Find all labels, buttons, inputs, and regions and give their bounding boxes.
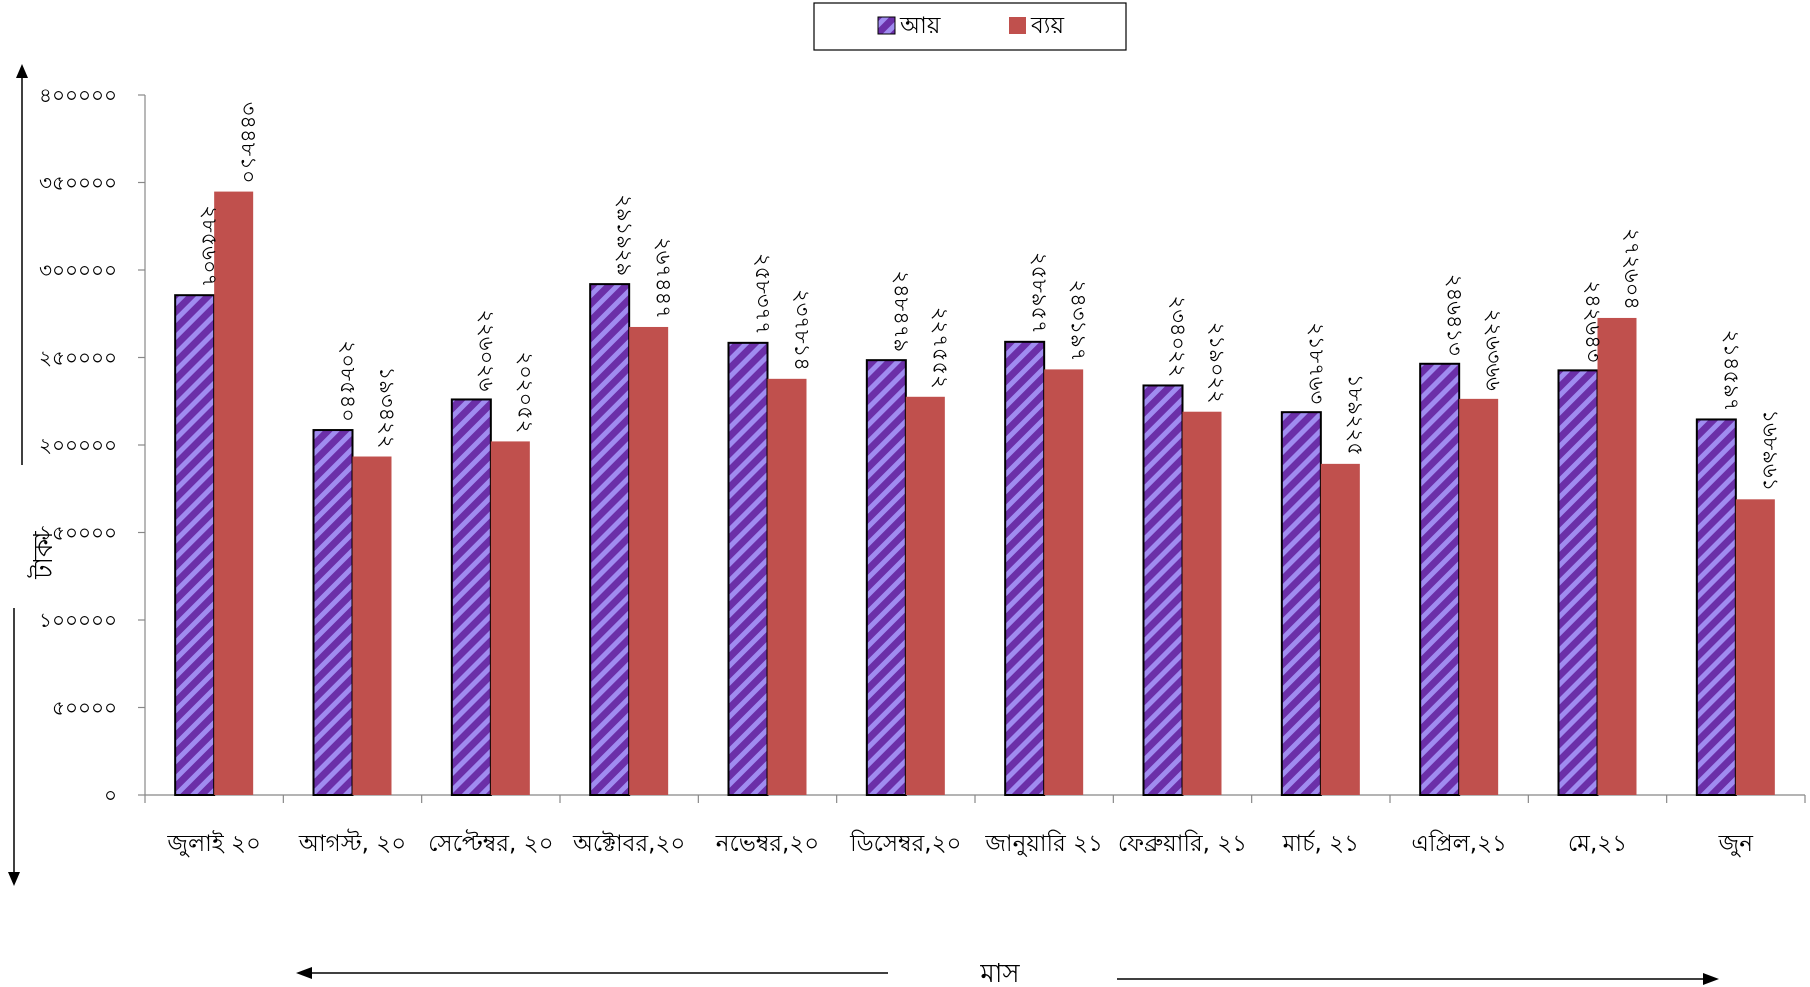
data-label-expense: ৩৪৪৮১০ bbox=[237, 102, 261, 184]
data-label-expense: ১৬৮৯৬১ bbox=[1758, 409, 1782, 491]
category-label: সেপ্টেম্বর, ২০ bbox=[428, 829, 553, 857]
bar-expense bbox=[1459, 398, 1499, 795]
bar-income bbox=[727, 341, 769, 796]
bar-expense bbox=[214, 191, 254, 795]
bar-expense bbox=[629, 326, 669, 795]
y-tick-label: ৪০০০০০ bbox=[39, 83, 117, 107]
data-label-expense: ২৩৭৮১৪ bbox=[790, 289, 814, 371]
category-label: আগস্ট, ২০ bbox=[298, 829, 406, 857]
y-axis-ticks: ০ ৫০০০০ ১০০০০০ ১৫০০০০ ২০০০০০ ২৫০০০০ ৩০০০০০ ৩৫০০… bbox=[39, 83, 145, 807]
bar-income bbox=[312, 429, 354, 796]
bar-income bbox=[1142, 384, 1184, 796]
data-label-income: ২২৬০২৬ bbox=[474, 310, 498, 392]
y-tick-label: ১৫০০০০ bbox=[39, 521, 117, 545]
bar-expense bbox=[1320, 463, 1360, 795]
legend-box bbox=[813, 2, 1127, 51]
data-label-income: ২৪৬৪১৩ bbox=[1443, 274, 1467, 356]
x-axis-arrowhead-right bbox=[1703, 973, 1719, 985]
data-label-income: ২৩৪০২২ bbox=[1166, 296, 1190, 378]
data-label-income: ২১৪৫৯৭ bbox=[1719, 330, 1743, 412]
bar-income bbox=[1419, 362, 1461, 796]
y-tick-label: ৩৫০০০০ bbox=[39, 171, 117, 195]
bar-expense bbox=[1182, 411, 1222, 795]
data-label-expense: ১৮৯২২৫ bbox=[1343, 374, 1367, 456]
category-label: মে,২১ bbox=[1568, 831, 1627, 857]
bar-expense bbox=[1735, 499, 1775, 795]
x-axis-arrowhead-left bbox=[296, 967, 312, 979]
x-axis-title-group: মাস bbox=[296, 959, 1719, 987]
data-label-expense: ২০২০৫২ bbox=[513, 352, 537, 434]
category-label: নভেম্বর,২০ bbox=[715, 831, 820, 857]
data-label-income: ২০৮৫৪০ bbox=[336, 340, 360, 422]
bar-expense bbox=[905, 396, 945, 795]
data-label-expense: ২২৬৩৬৬ bbox=[1482, 309, 1506, 391]
bar-expense bbox=[352, 456, 392, 795]
bar-expense bbox=[1044, 369, 1084, 795]
category-label: মার্চ, ২১ bbox=[1282, 829, 1359, 857]
data-label-expense: ২৪৩১৯৭ bbox=[1067, 280, 1091, 362]
y-tick-label: ২০০০০০ bbox=[39, 433, 117, 457]
y-tick-label: ৫০০০০ bbox=[52, 696, 117, 720]
category-label: এপ্রিল,২১ bbox=[1411, 830, 1507, 857]
data-label-income: ২৫৮৩৭৭ bbox=[751, 253, 775, 335]
bar-income bbox=[1695, 418, 1737, 796]
y-axis-arrowhead-up bbox=[16, 64, 28, 78]
y-tick-label: ২৫০০০০ bbox=[39, 346, 117, 370]
y-tick-label: ১০০০০০ bbox=[39, 608, 117, 632]
bar-expense bbox=[1597, 317, 1637, 795]
bar-income bbox=[450, 398, 492, 796]
data-label-income: ২৪৮৪৭৯ bbox=[889, 270, 913, 352]
y-axis-arrowhead-down bbox=[8, 872, 20, 886]
bar-income bbox=[174, 294, 216, 796]
category-label: জুন bbox=[1718, 831, 1755, 858]
bar-income bbox=[589, 283, 631, 796]
bar-income bbox=[1557, 369, 1599, 796]
data-label-income: ২৫৮৯৫৭ bbox=[1028, 252, 1052, 334]
data-label-expense: ২৬৭৪৪৭ bbox=[652, 237, 676, 319]
bar-income bbox=[1004, 340, 1046, 796]
bar-income bbox=[1280, 411, 1322, 796]
y-axis-title-group: টাকা bbox=[8, 64, 59, 886]
x-axis-ticks bbox=[144, 795, 1806, 803]
bar-expense bbox=[490, 441, 530, 795]
data-label-expense: ২২৭৫৫২ bbox=[928, 307, 952, 389]
data-label-income: ২১৮৭৬৩ bbox=[1304, 322, 1328, 404]
category-labels: জুলাই ২০ আগস্ট, ২০ সেপ্টেম্বর, ২০ অক্টোবর,২… bbox=[166, 829, 1754, 858]
data-label-expense: ১৯৩৪২২ bbox=[375, 367, 399, 449]
category-label: অক্টোবর,২০ bbox=[572, 831, 685, 857]
bar-income bbox=[865, 359, 907, 796]
category-label: জানুয়ারি ২১ bbox=[984, 830, 1103, 857]
data-label-expense: ২৭২৬০৪ bbox=[1620, 228, 1644, 310]
data-labels: ২৮৫৬০৭ ৩৪৪৮১০ ২০৮৫৪০ ১৯৩৪২২ ২২৬০২৬ ২০২০৫২ ২৯১৯… bbox=[198, 102, 1783, 492]
data-label-income: ২৪২৬৪৩ bbox=[1581, 280, 1605, 362]
bar-expense bbox=[767, 378, 807, 795]
legend-label-expense: ব্যয় bbox=[1030, 13, 1064, 39]
category-label: জুলাই ২০ bbox=[166, 830, 261, 858]
legend-swatch-expense bbox=[1009, 17, 1026, 34]
data-label-income: ২৮৫৬০৭ bbox=[198, 205, 222, 287]
x-axis-title: মাস bbox=[979, 959, 1020, 987]
y-tick-label: ৩০০০০০ bbox=[39, 258, 117, 282]
category-label: ডিসেম্বর,২০ bbox=[849, 830, 961, 857]
legend-swatch-income bbox=[877, 16, 896, 35]
data-label-expense: ২১৯০২২ bbox=[1205, 322, 1229, 404]
data-label-income: ২৯১৯২৯ bbox=[613, 194, 637, 276]
legend-label-income: আয় bbox=[899, 13, 941, 39]
bars bbox=[174, 191, 1775, 796]
y-tick-label: ০ bbox=[104, 783, 117, 807]
category-label: ফেব্রুয়ারি, ২১ bbox=[1118, 830, 1247, 857]
legend: আয় ব্যয় bbox=[813, 2, 1127, 51]
y-axis-title: টাকা bbox=[27, 531, 59, 580]
